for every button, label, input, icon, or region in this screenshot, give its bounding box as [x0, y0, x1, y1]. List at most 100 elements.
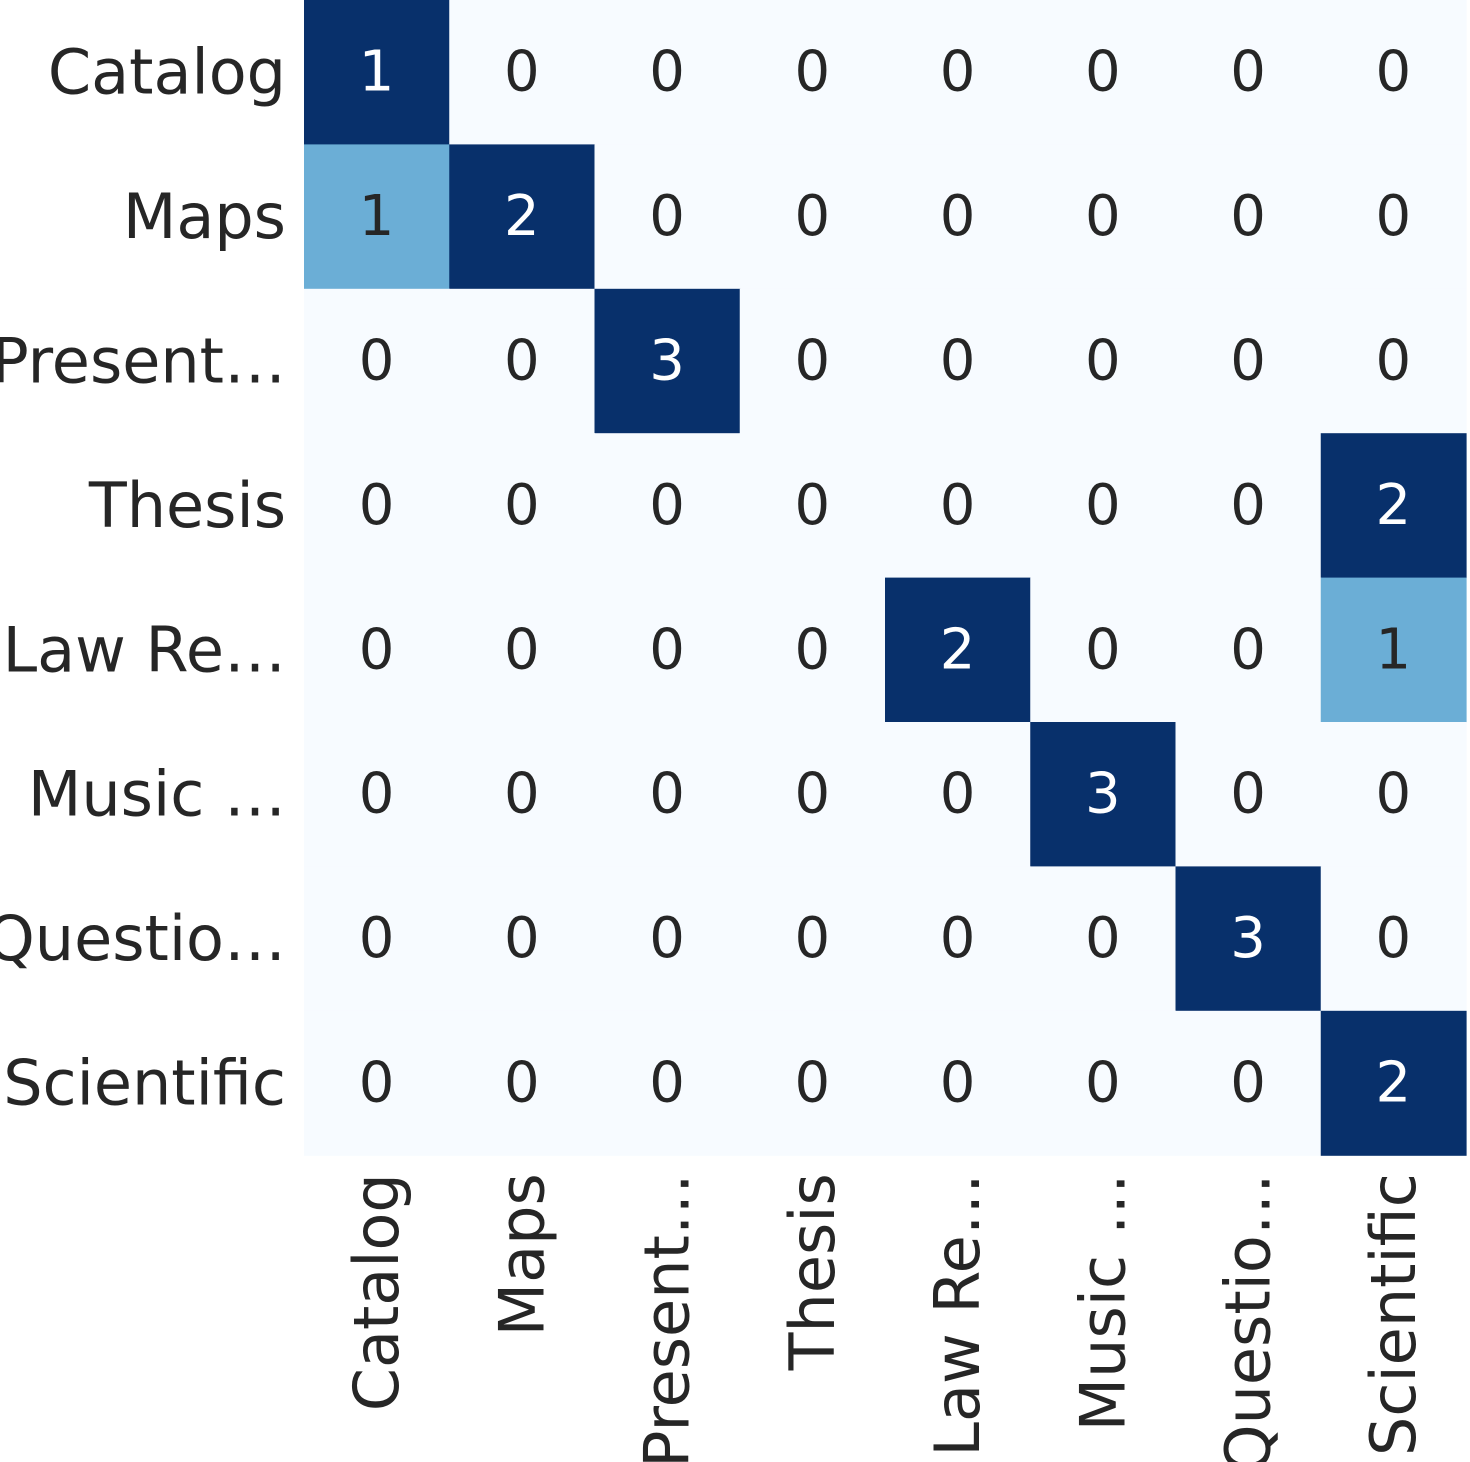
- cell-value-r6-c2: 0: [649, 906, 685, 971]
- cell-value-r3-c4: 0: [940, 473, 976, 538]
- cell-value-r2-c5: 0: [1085, 329, 1121, 394]
- heatmap-cell-r6-c0: [304, 866, 450, 1012]
- heatmap-cell-r7-c4: [885, 1010, 1031, 1156]
- cell-value-r3-c2: 0: [649, 473, 685, 538]
- cell-value-r6-c6: 3: [1230, 906, 1266, 971]
- heatmap-cell-r1-c1: [449, 144, 596, 290]
- cell-value-r6-c1: 0: [504, 906, 540, 971]
- cell-value-r2-c7: 0: [1376, 329, 1412, 394]
- heatmap-cell-r0-c6: [1175, 0, 1322, 145]
- heatmap-cell-r2-c2: [594, 288, 741, 434]
- heatmap-cell-r7-c2: [594, 1010, 741, 1156]
- heatmap-cell-r5-c1: [449, 722, 596, 867]
- cell-value-r1-c4: 0: [940, 184, 976, 249]
- cell-value-r2-c0: 0: [359, 329, 395, 394]
- heatmap-cell-r2-c3: [739, 288, 886, 434]
- cell-value-r4-c3: 0: [795, 617, 831, 682]
- heatmap-cell-r7-c1: [449, 1010, 596, 1156]
- cell-value-r5-c2: 0: [649, 762, 685, 827]
- cell-value-r1-c1: 2: [504, 184, 540, 249]
- cell-value-r3-c6: 0: [1230, 473, 1266, 538]
- y-tick-label-6: Questio…: [0, 902, 286, 975]
- cell-value-r6-c7: 0: [1376, 906, 1412, 971]
- cell-value-r1-c2: 0: [649, 184, 685, 249]
- heatmap-cell-r7-c5: [1030, 1010, 1177, 1156]
- heatmap-cell-r7-c6: [1175, 1010, 1322, 1156]
- cell-value-r5-c4: 0: [940, 762, 976, 827]
- cell-value-r6-c4: 0: [940, 906, 976, 971]
- x-tick-label-5: Music …: [1066, 1173, 1139, 1431]
- heatmap-cell-r5-c0: [304, 722, 450, 867]
- x-tick-label-4: Law Re…: [921, 1173, 994, 1456]
- cell-value-r5-c6: 0: [1230, 762, 1266, 827]
- cell-value-r1-c6: 0: [1230, 184, 1266, 249]
- cell-value-r2-c2: 3: [649, 329, 685, 394]
- heatmap-cell-r4-c5: [1030, 577, 1177, 723]
- cell-value-r7-c1: 0: [504, 1051, 540, 1116]
- heatmap-cell-r0-c5: [1030, 0, 1177, 145]
- x-tick-label-3: Thesis: [776, 1173, 849, 1371]
- y-tick-label-7: Scientific: [3, 1047, 286, 1120]
- heatmap-cell-r6-c1: [449, 866, 596, 1012]
- cell-value-r7-c2: 0: [649, 1051, 685, 1116]
- x-tick-label-7: Scientific: [1357, 1173, 1430, 1456]
- cell-value-r7-c0: 0: [359, 1051, 395, 1116]
- cell-value-r0-c3: 0: [795, 40, 831, 105]
- cell-value-r3-c1: 0: [504, 473, 540, 538]
- heatmap-cell-r7-c0: [304, 1010, 450, 1156]
- cell-value-r4-c1: 0: [504, 617, 540, 682]
- cell-value-r2-c3: 0: [795, 329, 831, 394]
- cell-value-r3-c7: 2: [1376, 473, 1412, 538]
- heatmap-cell-r1-c7: [1320, 144, 1467, 290]
- heatmap-cell-r3-c3: [739, 433, 886, 579]
- heatmap-cell-r3-c2: [594, 433, 741, 579]
- heatmap-cell-r4-c3: [739, 577, 886, 723]
- cell-value-r4-c0: 0: [359, 617, 395, 682]
- x-tick-label-2: Present…: [631, 1173, 704, 1462]
- heatmap-cell-r4-c0: [304, 577, 450, 723]
- cell-value-r6-c3: 0: [795, 906, 831, 971]
- cell-value-r1-c0: 1: [359, 184, 395, 249]
- y-tick-label-5: Music …: [28, 758, 286, 831]
- heatmap-cell-r2-c7: [1320, 288, 1467, 434]
- heatmap-cell-r5-c2: [594, 722, 741, 867]
- x-tick-label-1: Maps: [485, 1173, 558, 1336]
- y-tick-label-1: Maps: [123, 180, 286, 253]
- heatmap-cell-r1-c2: [594, 144, 741, 290]
- heatmap-cell-r2-c6: [1175, 288, 1322, 434]
- cell-value-r0-c0: 1: [359, 40, 395, 105]
- heatmap-cell-r6-c5: [1030, 866, 1177, 1012]
- y-axis-tick-labels: Catalog Maps Present… Thesis Law Re… Music … Q…: [0, 36, 286, 1120]
- cell-value-r6-c5: 0: [1085, 906, 1121, 971]
- cell-value-r1-c7: 0: [1376, 184, 1412, 249]
- heatmap-cell-r3-c4: [885, 433, 1031, 579]
- cell-value-r3-c3: 0: [795, 473, 831, 538]
- cell-value-r3-c5: 0: [1085, 473, 1121, 538]
- heatmap-cell-r1-c4: [885, 144, 1031, 290]
- cell-value-r7-c3: 0: [795, 1051, 831, 1116]
- heatmap-cell-r4-c7: [1320, 577, 1467, 723]
- heatmap-cell-r6-c6: [1175, 866, 1322, 1012]
- cell-value-r6-c0: 0: [359, 906, 395, 971]
- cell-value-r2-c1: 0: [504, 329, 540, 394]
- y-tick-label-0: Catalog: [48, 36, 286, 109]
- y-tick-label-3: Thesis: [88, 469, 286, 542]
- heatmap-cell-r3-c7: [1320, 433, 1467, 579]
- heatmap-cell-r0-c0: [304, 0, 450, 145]
- heatmap-cell-r2-c0: [304, 288, 450, 434]
- cell-value-r4-c7: 1: [1376, 617, 1412, 682]
- heatmap-cell-r1-c3: [739, 144, 886, 290]
- heatmap-cell-r4-c4: [885, 577, 1031, 723]
- cell-value-r0-c6: 0: [1230, 40, 1266, 105]
- cell-value-r5-c0: 0: [359, 762, 395, 827]
- cell-value-r0-c1: 0: [504, 40, 540, 105]
- heatmap-cell-r1-c6: [1175, 144, 1322, 290]
- cell-value-r7-c4: 0: [940, 1051, 976, 1116]
- cell-value-r5-c7: 0: [1376, 762, 1412, 827]
- y-tick-label-4: Law Re…: [3, 613, 286, 686]
- cell-value-r5-c5: 3: [1085, 762, 1121, 827]
- cell-value-r3-c0: 0: [359, 473, 395, 538]
- cell-value-r5-c3: 0: [795, 762, 831, 827]
- heatmap-cell-r3-c6: [1175, 433, 1322, 579]
